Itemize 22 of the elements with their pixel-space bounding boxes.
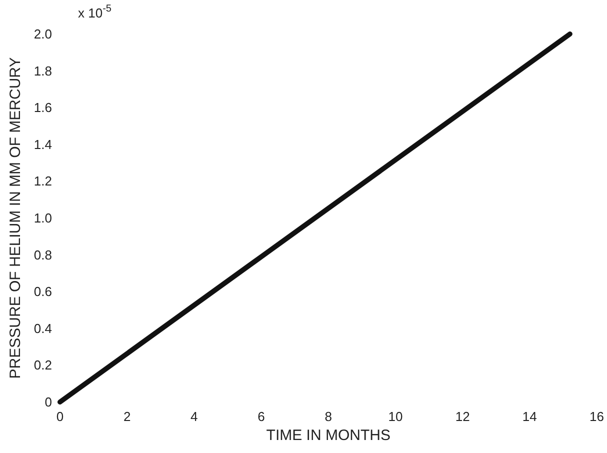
x-tick-label: 14	[522, 409, 537, 424]
x-tick-label: 4	[190, 409, 198, 424]
y-axis-title: PRESSURE OF HELIUM IN MM OF MERCURY	[7, 57, 24, 379]
x-axis-title: TIME IN MONTHS	[266, 427, 390, 444]
y-tick-label: 1.6	[34, 100, 52, 116]
y-tick-label: 0	[44, 394, 52, 410]
x-tick-label: 2	[123, 409, 131, 424]
x-tick-label: 8	[324, 409, 332, 424]
x-tick-label: 6	[258, 409, 265, 424]
y-tick-label: 0.4	[34, 320, 52, 336]
x-tick-label: 16	[590, 409, 604, 424]
y-tick-label: 0.8	[34, 247, 52, 262]
y-tick-label: 1.0	[34, 210, 52, 226]
x-tick-label: 12	[455, 409, 470, 424]
x-tick-label: 10	[388, 409, 403, 424]
y-tick-label: 1.8	[34, 63, 52, 78]
y-tick-label: 1.4	[34, 136, 52, 152]
x-tick-label: 0	[56, 409, 64, 424]
y-tick-label: 0.2	[34, 358, 52, 373]
y-tick-label: 2.0	[34, 26, 52, 42]
y-tick-label: 0.6	[34, 284, 52, 300]
y-tick-label: 1.2	[34, 174, 52, 189]
